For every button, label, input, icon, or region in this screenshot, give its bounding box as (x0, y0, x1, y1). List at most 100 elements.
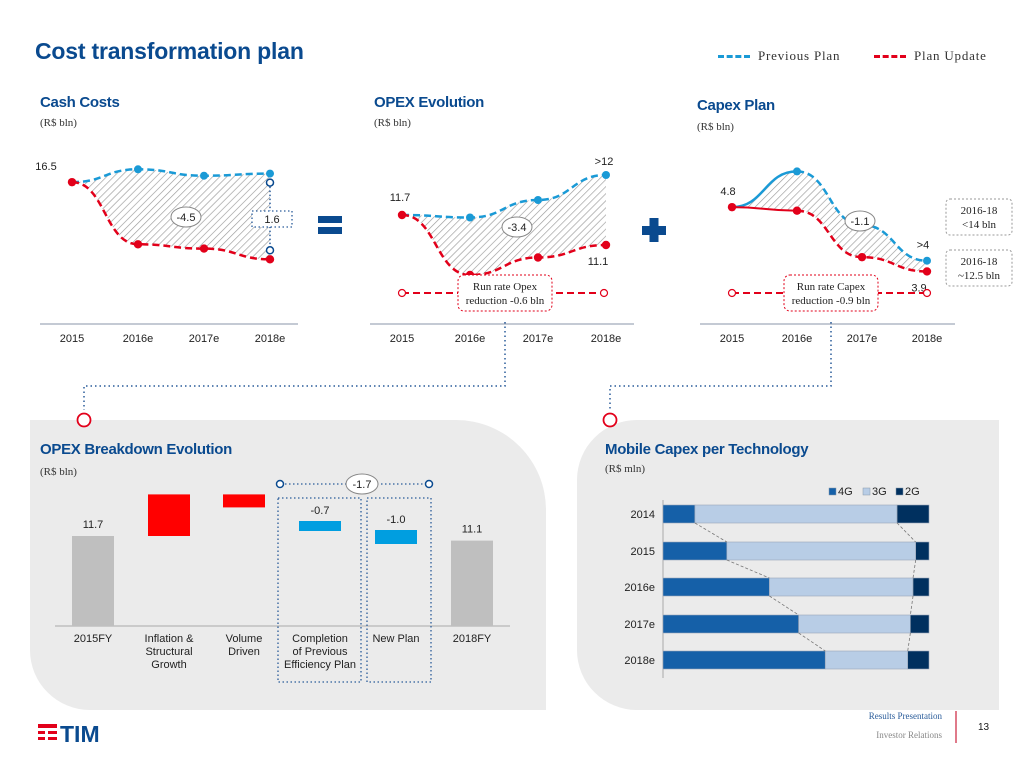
waterfall-value-label: -1.0 (387, 514, 406, 526)
legend-plan-update: Plan Update (874, 48, 987, 64)
page-number: 13 (978, 722, 990, 733)
delta-box (251, 210, 293, 228)
capex-plan-title: Capex Plan (697, 97, 775, 114)
total-box-line2: <14 bln (962, 219, 997, 231)
point-update (727, 202, 737, 212)
series-line-previous (731, 170, 798, 209)
footer-divider (955, 711, 957, 743)
series-connector (726, 559, 770, 579)
run-rate-node (727, 288, 737, 298)
start-value-label: 16.5 (35, 161, 56, 173)
stacked-bar-2g (915, 541, 930, 561)
legend-previous-label: Previous Plan (758, 48, 841, 63)
gap-bubble (170, 206, 202, 228)
x-tick-label: 2017e (523, 333, 554, 345)
waterfall-value-label: -0.7 (311, 505, 330, 517)
capex-plan-unit: (R$ bln) (697, 121, 734, 133)
group-total-label: -1.7 (353, 479, 372, 491)
legend-swatch-4g (828, 487, 837, 496)
run-rate-node (397, 288, 407, 298)
stacked-bar-4g (662, 577, 770, 597)
point-update (857, 252, 867, 262)
point-previous (602, 171, 610, 179)
connector-node-opex (76, 412, 92, 428)
stacked-bar-4g (662, 614, 799, 634)
point-previous (200, 171, 208, 180)
run-rate-callout-line2: reduction -0.6 bln (466, 295, 545, 307)
point-update (265, 255, 275, 264)
mobile-capex-chart: 2014 2015 2016e 2017e 2018e 4G 3G 2G (624, 486, 930, 678)
prev-end-label: >12 (595, 156, 614, 168)
waterfall-category-label: Efficiency Plan (284, 659, 356, 671)
legend-previous-plan: Previous Plan (718, 48, 840, 64)
waterfall-category-label: Inflation & (145, 633, 195, 645)
point-previous (466, 213, 474, 222)
waterfall-category-label: Driven (228, 646, 260, 658)
update-end-label: 3.9 (911, 282, 926, 294)
stacked-bar-3g (798, 614, 911, 634)
group-node (275, 479, 285, 489)
waterfall-category-label: Structural (145, 646, 192, 658)
series-connector (694, 522, 728, 543)
run-rate-node (599, 288, 609, 298)
group-bubble (345, 473, 379, 495)
waterfall-category-label: Completion (292, 633, 348, 645)
stacked-bar-3g (769, 577, 914, 597)
mobile-capex-unit: (R$ mln) (605, 463, 646, 475)
stacked-bar-3g (694, 504, 898, 524)
point-previous (923, 256, 931, 265)
x-tick-label: 2017e (189, 333, 220, 345)
point-update (601, 240, 611, 250)
point-update (922, 267, 932, 276)
connector-capex (609, 322, 832, 410)
connector-node-capex (602, 412, 618, 428)
series-line-update (71, 180, 271, 261)
run-rate-callout-line1: Run rate Opex (473, 281, 538, 293)
run-rate-callout-box (457, 274, 553, 312)
gap-bubble (501, 216, 533, 238)
plus-icon (642, 218, 666, 242)
run-rate-node (922, 288, 932, 298)
point-previous (534, 196, 542, 204)
cash-costs-title: Cash Costs (40, 94, 120, 111)
series-line-previous (71, 168, 271, 184)
legend-swatch-3g (862, 487, 871, 496)
waterfall-value-label: 11.7 (83, 519, 104, 531)
waterfall-bar (223, 494, 265, 508)
series-line-update (731, 206, 798, 212)
waterfall-category-label: 2018FY (453, 633, 492, 645)
point-previous (134, 165, 142, 174)
cash-costs-chart: 2015 2016e 2017e 2018e -4.5 16.5 1.6 (35, 161, 298, 345)
gap-label: -3.4 (508, 222, 527, 234)
point-previous (266, 169, 274, 178)
series-connector (907, 632, 911, 652)
waterfall-category-label: Growth (151, 659, 186, 671)
capex-plan-chart: 2015 2016e 2017e 2018e -1.1 4.8 >4 3.9 Run rate … (700, 167, 1013, 345)
y-tick-label: 2015 (631, 546, 655, 558)
group-box-previous (277, 497, 362, 683)
stacked-bar-4g (662, 504, 696, 524)
legend-swatch-2g (895, 487, 904, 496)
series-connector (909, 595, 914, 616)
x-tick-label: 2018e (591, 333, 622, 345)
footer-investor-relations: Investor Relations (876, 730, 942, 740)
x-tick-label: 2015 (60, 333, 84, 345)
point-update (397, 210, 407, 220)
waterfall-bar (72, 536, 114, 626)
legend-label-2g: 2G (905, 486, 920, 498)
run-rate-callout-box (783, 274, 879, 312)
connector-opex (83, 322, 506, 410)
x-tick-label: 2016e (123, 333, 154, 345)
tim-logo: TIM (38, 721, 118, 750)
total-box-line1: 2016-18 (961, 256, 998, 268)
stacked-bar-4g (662, 541, 728, 561)
equals-icon (318, 216, 342, 234)
start-value-label: 4.8 (720, 186, 735, 198)
delta-label: 1.6 (264, 214, 279, 226)
waterfall-value-label: 11.1 (462, 524, 483, 536)
prev-end-label: >4 (917, 240, 930, 252)
x-tick-label: 2015 (390, 333, 414, 345)
series-connector (896, 522, 916, 543)
legend-label-3g: 3G (872, 486, 887, 498)
